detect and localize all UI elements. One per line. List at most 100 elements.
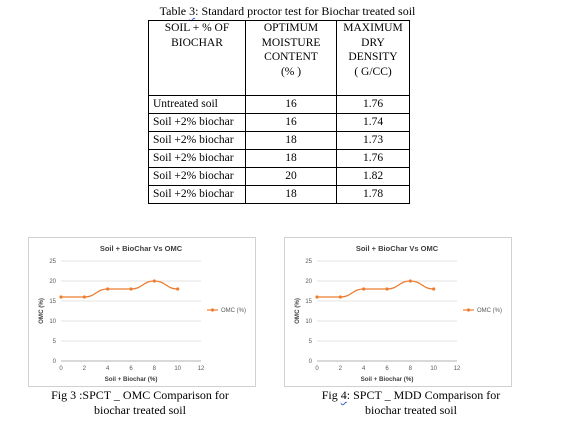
data-point [152,279,156,283]
table-row: Soil +2% biochar 18 1.78 [148,185,410,204]
fig4-caption-text: : SPCT _ MDD Comparison for [346,388,501,402]
x-tick-label: 0 [315,366,319,372]
legend-marker [210,308,215,312]
y-tick-label: 0 [53,359,57,365]
y-tick-label: 25 [49,259,56,265]
cell-mdd: 1.82 [336,167,410,186]
y-tick-label: 25 [305,259,312,265]
x-tick-label: 6 [385,366,389,372]
cell-sample: Soil +2% biochar [148,167,246,186]
data-point [338,295,342,299]
data-point [385,287,389,291]
y-tick-label: 0 [309,359,313,365]
y-tick-label: 15 [49,299,56,305]
data-point [106,287,110,291]
header-line: MOISTURE [261,36,321,49]
y-tick-label: 5 [53,339,57,345]
fig3-caption-line: Fig 3 :SPCT _ OMC Comparison for [51,388,229,402]
x-axis-label: Soil + Biochar (%) [361,376,414,383]
y-tick-label: 5 [309,339,313,345]
cell-mdd: 1.73 [336,131,410,150]
fig3-caption-line: biochar treated soil [94,403,186,417]
y-tick-label: 10 [49,319,56,325]
header-line: MAXIMUM [343,22,403,34]
header-line: SOIL + % OF [164,22,230,34]
x-tick-label: 0 [59,366,63,372]
table-row: Untreated soil 16 1.76 [148,95,410,114]
x-tick-label: 2 [339,366,343,372]
cell-mdd: 1.76 [336,95,410,114]
legend-label: OMC (%) [477,308,502,314]
x-axis-label: Soil + Biochar (%) [105,376,158,383]
fig3-caption: Fig 3 :SPCT _ OMC Comparison for biochar… [5,388,275,418]
table-row: Soil +2% biochar 18 1.73 [148,131,410,150]
cell-sample: Soil +2% biochar [148,185,246,204]
table-header-row: SOIL + % OF BIOCHAR OPTIMUM MOISTURE CON… [148,20,410,96]
y-axis-label: OMC (%) [38,298,45,324]
header-mdd: MAXIMUM DRY DENSITY ( G/CC) [336,20,410,96]
chart-svg: Soil + BioChar Vs OMC 0 5 10 15 20 25 0 2 4 6 8 10 12… [38,244,246,383]
x-tick-label: 10 [430,366,437,372]
header-line: CONTENT [264,51,318,63]
data-point [432,287,436,291]
header-line: DRY [361,36,385,49]
header-line: DENSITY [348,51,398,63]
chart-svg: Soil + BioChar Vs OMC 0 5 10 15 20 25 0 2 4 6 8 10 12… [294,244,502,383]
fig4-caption-line: biochar treated soil [365,403,457,417]
chart-title: Soil + BioChar Vs OMC [100,244,183,253]
cell-sample: Soil +2% biochar [148,131,246,150]
cell-mdd: 1.76 [336,149,410,168]
table-row: Soil +2% biochar 16 1.74 [148,113,410,132]
fig4-caption-line: Fig 4: SPCT _ MDD Comparison for [276,388,546,403]
table-caption-text: : Standard proctor test for Biochar trea… [195,4,416,18]
x-tick-label: 2 [83,366,87,372]
cell-omc: 16 [245,113,337,132]
x-tick-label: 12 [198,366,205,372]
cell-omc: 18 [245,185,337,204]
y-tick-label: 15 [305,299,312,305]
cell-omc: 18 [245,149,337,168]
fig4-caption-number: 4 [340,388,347,402]
x-tick-label: 8 [409,366,413,372]
table-caption: Table 3: Standard proctor test for Bioch… [0,4,575,18]
chart-title: Soil + BioChar Vs OMC [356,244,439,253]
series-line [61,280,178,298]
x-tick-label: 4 [106,366,110,372]
header-line: OPTIMUM [263,22,319,34]
data-point [362,287,366,291]
cell-sample: Untreated soil [148,95,246,114]
table-row: Soil +2% biochar 20 1.82 [148,167,410,186]
cell-omc: 16 [245,95,337,114]
fig4-caption: Fig 4: SPCT _ MDD Comparison for biochar… [276,388,546,418]
table-caption-prefix: Table [159,4,187,18]
data-point [59,295,63,299]
legend-marker [466,308,471,312]
data-point [408,279,412,283]
y-tick-label: 10 [305,319,312,325]
header-line: ( G/CC) [354,65,392,78]
table-row: Soil +2% biochar 18 1.76 [148,149,410,168]
cell-omc: 18 [245,131,337,150]
data-point [176,287,180,291]
cell-omc: 20 [245,167,337,186]
header-omc: OPTIMUM MOISTURE CONTENT (% ) [245,20,337,96]
header-line: BIOCHAR [171,36,223,49]
x-tick-label: 6 [129,366,133,372]
legend-label: OMC (%) [221,308,246,314]
chart-omc-right: Soil + BioChar Vs OMC 0 5 10 15 20 25 0 2 4 6 8 10 12… [284,237,512,387]
header-line: (% ) [280,65,302,78]
data-point [129,287,133,291]
x-tick-label: 12 [454,366,461,372]
chart-omc-left: Soil + BioChar Vs OMC 0 5 10 15 20 25 0 2 4 6 8 10 12… [28,237,256,387]
cell-mdd: 1.78 [336,185,410,204]
x-tick-label: 4 [362,366,366,372]
series-line [317,280,434,298]
table-caption-number: 3 [189,4,196,18]
cell-sample: Soil +2% biochar [148,149,246,168]
fig4-caption-prefix: Fig [321,388,338,402]
x-tick-label: 10 [174,366,181,372]
data-point [315,295,319,299]
x-tick-label: 8 [153,366,157,372]
data-point [82,295,86,299]
y-tick-label: 20 [49,279,56,285]
